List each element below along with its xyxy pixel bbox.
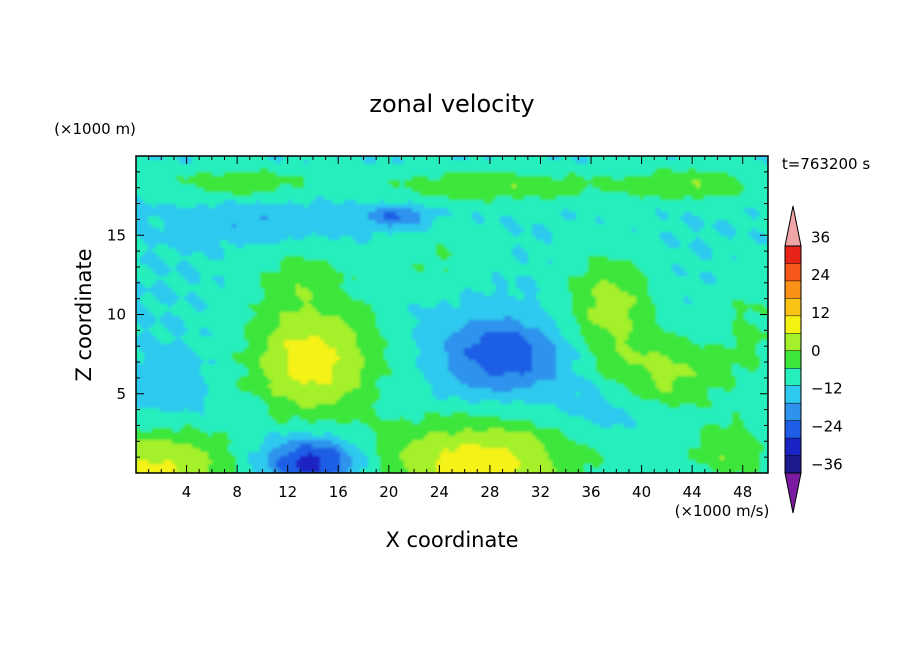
colorbar-band <box>785 315 801 334</box>
time-label: t=763200 s <box>782 155 870 173</box>
x-unit-label: (×1000 m/s) <box>675 502 770 520</box>
x-tick-label: 28 <box>480 483 499 501</box>
x-tick-label: 12 <box>278 483 297 501</box>
x-tick-label: 36 <box>581 483 600 501</box>
colorbar-band <box>785 368 801 386</box>
colorbar-label: 24 <box>811 266 830 284</box>
colorbar-band <box>785 455 801 474</box>
y-tick-label: 15 <box>107 226 126 244</box>
colorbar: −36 −24 −12 0 12 24 36 <box>784 205 843 514</box>
x-tick-label: 40 <box>632 483 651 501</box>
contour-field <box>136 156 768 473</box>
colorbar-band <box>785 350 801 369</box>
colorbar-min-arrow <box>784 472 802 514</box>
colorbar-label: 0 <box>811 342 821 360</box>
x-tick-label: 32 <box>531 483 550 501</box>
y-axis-label: Z coordinate <box>72 248 96 381</box>
colorbar-label: −12 <box>811 380 843 398</box>
x-tick-label: 8 <box>232 483 242 501</box>
colorbar-band <box>785 246 801 264</box>
x-axis-label: X coordinate <box>385 528 518 552</box>
colorbar-band <box>785 280 801 299</box>
colorbar-label: −24 <box>811 417 843 435</box>
x-axis: 4 8 12 16 20 24 28 32 36 40 44 48 <box>148 156 756 501</box>
y-unit-label: (×1000 m) <box>54 120 136 138</box>
colorbar-label: −36 <box>811 455 843 473</box>
colorbar-band <box>785 298 801 317</box>
colorbar-band <box>785 333 801 352</box>
colorbar-band <box>785 263 801 282</box>
x-tick-label: 4 <box>182 483 192 501</box>
x-tick-label: 24 <box>430 483 449 501</box>
y-tick-label: 10 <box>107 306 126 324</box>
x-tick-label: 20 <box>379 483 398 501</box>
colorbar-label: 36 <box>811 228 830 246</box>
colorbar-band <box>785 420 801 439</box>
y-axis: 5 10 15 <box>107 171 768 458</box>
x-tick-label: 16 <box>329 483 348 501</box>
colorbar-band <box>785 403 801 421</box>
x-tick-label: 44 <box>683 483 702 501</box>
x-tick-label: 48 <box>733 483 752 501</box>
colorbar-max-arrow <box>784 205 802 247</box>
colorbar-label: 12 <box>811 304 830 322</box>
colorbar-band <box>785 438 801 456</box>
chart-title: zonal velocity <box>369 90 534 118</box>
colorbar-band <box>785 385 801 404</box>
y-tick-label: 5 <box>116 385 126 403</box>
